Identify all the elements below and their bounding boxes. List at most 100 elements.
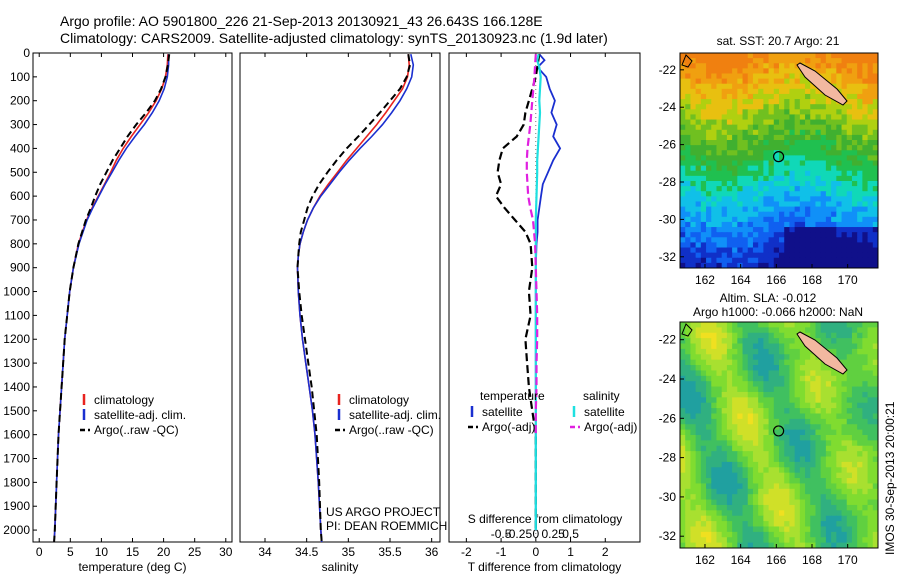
- map-cell: [836, 53, 843, 59]
- map-cell: [758, 119, 764, 126]
- map-cell: [732, 109, 738, 115]
- map-cell: [680, 175, 686, 182]
- map-cell: [737, 140, 744, 146]
- map-cell: [825, 445, 832, 452]
- map-cell: [851, 78, 858, 85]
- map-cell: [700, 515, 707, 522]
- map-cell: [794, 418, 801, 425]
- map-cell: [690, 359, 697, 366]
- map-cell: [680, 418, 686, 425]
- map-cell: [851, 542, 858, 549]
- map-cell: [805, 165, 811, 172]
- y-tick-label: 1700: [3, 452, 30, 466]
- map-cell: [732, 145, 738, 151]
- map-cell: [752, 78, 759, 85]
- map-cell: [700, 418, 707, 425]
- map-cell: [779, 145, 785, 151]
- map-cell: [706, 257, 712, 264]
- map-cell: [831, 429, 837, 436]
- map-cell: [711, 180, 717, 187]
- map-cell: [732, 451, 738, 458]
- map-cell: [789, 424, 796, 431]
- map-cell: [805, 63, 811, 69]
- map-x-tick-label: 168: [802, 553, 822, 567]
- map-cell: [784, 348, 790, 355]
- map-cell: [805, 140, 811, 146]
- map-cell: [815, 257, 822, 264]
- map-cell: [841, 386, 848, 393]
- map-cell: [752, 247, 759, 254]
- map-cell: [752, 375, 759, 382]
- map-cell: [695, 68, 702, 74]
- map-cell: [867, 186, 874, 192]
- map-cell: [742, 542, 749, 549]
- map-cell: [747, 456, 754, 463]
- map-cell: [867, 370, 874, 377]
- map-cell: [862, 521, 869, 527]
- map-cell: [690, 461, 697, 468]
- map-cell: [841, 170, 848, 177]
- map-cell: [784, 322, 790, 328]
- map-cell: [773, 499, 780, 506]
- map-cell: [726, 83, 733, 90]
- map-cell: [815, 537, 822, 544]
- map-cell: [810, 58, 816, 64]
- map-cell: [789, 343, 796, 350]
- map-cell: [716, 150, 723, 156]
- map-cell: [810, 504, 816, 511]
- map-cell: [815, 262, 822, 269]
- map-cell: [700, 63, 707, 69]
- map-cell: [695, 327, 702, 334]
- map-cell: [779, 83, 785, 90]
- map-cell: [820, 488, 827, 495]
- map-cell: [752, 343, 759, 350]
- map-cell: [726, 322, 733, 328]
- map-cell: [779, 359, 785, 366]
- map-cell: [784, 124, 790, 131]
- y-tick-label: 900: [10, 261, 30, 275]
- map-cell: [732, 150, 738, 156]
- map-cell: [768, 119, 775, 126]
- map-cell: [831, 109, 837, 115]
- map-cell: [742, 175, 749, 182]
- map-cell: [752, 145, 759, 151]
- map-cell: [711, 186, 717, 192]
- map-cell: [862, 343, 869, 350]
- map-cell: [784, 343, 790, 350]
- map-cell: [831, 262, 837, 269]
- map-cell: [768, 440, 775, 447]
- map-cell: [872, 440, 879, 447]
- map-cell: [805, 375, 811, 382]
- map-cell: [810, 201, 816, 208]
- map-cell: [695, 510, 702, 517]
- map-cell: [846, 191, 853, 197]
- map-cell: [768, 191, 775, 197]
- map-cell: [706, 391, 712, 398]
- map-cell: [815, 140, 822, 146]
- map-cell: [810, 397, 816, 404]
- map-cell: [862, 119, 869, 126]
- map-cell: [825, 526, 832, 533]
- plot-frame: [32, 52, 233, 543]
- map-cell: [768, 359, 775, 366]
- map-cell: [779, 109, 785, 115]
- map-x-tick-label: 164: [731, 273, 751, 287]
- map-cell: [846, 150, 853, 156]
- map-cell: [836, 252, 843, 259]
- map-cell: [851, 175, 858, 182]
- x-axis-label: T difference from climatology: [468, 560, 622, 574]
- map-cell: [721, 467, 728, 474]
- map-cell: [857, 354, 863, 361]
- map-cell: [867, 93, 874, 100]
- map-cell: [768, 155, 775, 161]
- map-cell: [789, 456, 796, 463]
- map-cell: [763, 252, 770, 259]
- map-cell: [716, 483, 723, 490]
- map-cell: [721, 381, 728, 388]
- map-cell: [721, 227, 728, 233]
- map-cell: [867, 68, 874, 74]
- map-cell: [752, 327, 759, 334]
- map-cell: [846, 542, 853, 549]
- map-cell: [857, 359, 863, 366]
- map-cell: [737, 397, 744, 404]
